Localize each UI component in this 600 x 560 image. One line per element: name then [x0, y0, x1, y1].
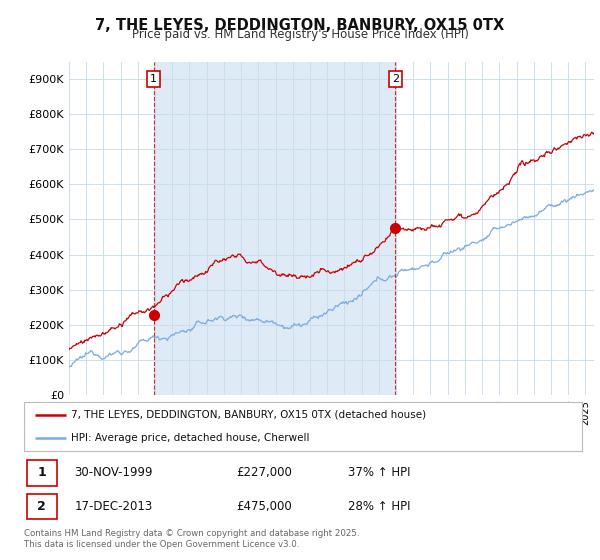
- Text: 2: 2: [392, 74, 399, 84]
- FancyBboxPatch shape: [27, 493, 58, 520]
- Text: £475,000: £475,000: [236, 500, 292, 513]
- Text: 2: 2: [37, 500, 46, 513]
- Text: Contains HM Land Registry data © Crown copyright and database right 2025.
This d: Contains HM Land Registry data © Crown c…: [24, 529, 359, 549]
- Text: 28% ↑ HPI: 28% ↑ HPI: [347, 500, 410, 513]
- Text: HPI: Average price, detached house, Cherwell: HPI: Average price, detached house, Cher…: [71, 433, 310, 444]
- FancyBboxPatch shape: [27, 460, 58, 486]
- Bar: [154, 62, 395, 395]
- Text: 7, THE LEYES, DEDDINGTON, BANBURY, OX15 0TX: 7, THE LEYES, DEDDINGTON, BANBURY, OX15 …: [95, 18, 505, 33]
- Text: 17-DEC-2013: 17-DEC-2013: [74, 500, 152, 513]
- Text: 37% ↑ HPI: 37% ↑ HPI: [347, 466, 410, 479]
- Text: Price paid vs. HM Land Registry's House Price Index (HPI): Price paid vs. HM Land Registry's House …: [131, 28, 469, 41]
- Text: £227,000: £227,000: [236, 466, 292, 479]
- Text: 30-NOV-1999: 30-NOV-1999: [74, 466, 153, 479]
- Text: 1: 1: [37, 466, 46, 479]
- Text: 1: 1: [150, 74, 157, 84]
- Text: 7, THE LEYES, DEDDINGTON, BANBURY, OX15 0TX (detached house): 7, THE LEYES, DEDDINGTON, BANBURY, OX15 …: [71, 410, 427, 420]
